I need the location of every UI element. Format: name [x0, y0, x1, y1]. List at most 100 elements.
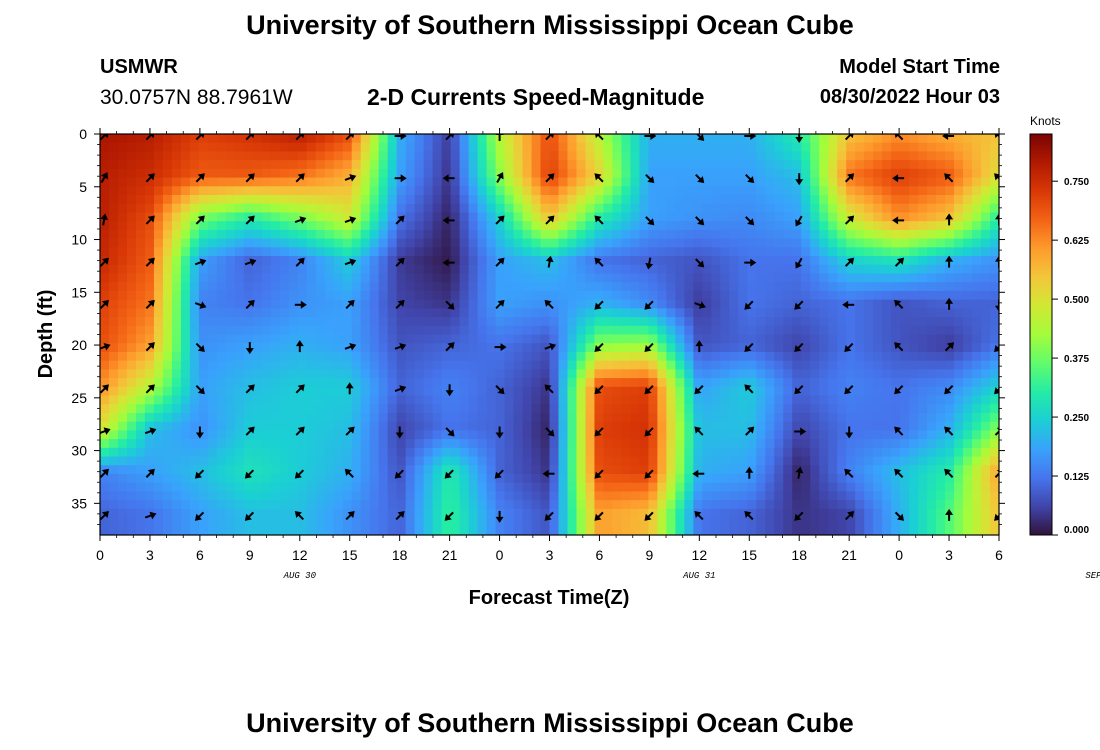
heatmap-cell: [828, 456, 838, 466]
heatmap-cell: [144, 526, 155, 535]
heatmap-cell: [279, 256, 290, 266]
heatmap-cell: [837, 177, 847, 187]
heatmap-cell: [324, 369, 335, 379]
heatmap-cell: [306, 247, 317, 257]
heatmap-cell: [567, 491, 578, 501]
heatmap-cell: [171, 177, 182, 187]
heatmap-cell: [558, 186, 569, 196]
heatmap-cell: [693, 473, 703, 484]
heatmap-cell: [882, 404, 892, 414]
heatmap-cell: [945, 168, 955, 179]
heatmap-cell: [945, 421, 955, 431]
heatmap-cell: [531, 412, 542, 423]
heatmap-cell: [864, 482, 874, 493]
heatmap-cell: [396, 351, 407, 362]
heatmap-cell: [180, 273, 191, 283]
heatmap-cell: [891, 273, 901, 283]
heatmap-cell: [828, 273, 838, 283]
heatmap-cell: [270, 177, 281, 187]
heatmap-cell: [630, 343, 640, 353]
current-arrow: [942, 134, 955, 140]
heatmap-cell: [279, 212, 290, 222]
model-start-label: Model Start Time: [839, 56, 1000, 78]
heatmap-cell: [414, 282, 425, 292]
heatmap-cell: [684, 221, 694, 231]
heatmap-cell: [171, 317, 182, 327]
heatmap-cell: [864, 395, 874, 405]
y-tick-label: 20: [71, 337, 87, 353]
heatmap-cell: [900, 517, 910, 527]
heatmap-cell: [216, 369, 227, 379]
heatmap-cell: [477, 369, 488, 379]
heatmap-cell: [486, 473, 497, 484]
heatmap-cell: [477, 412, 488, 423]
heatmap-cell: [792, 456, 802, 466]
heatmap-cell: [369, 186, 380, 196]
heatmap-cell: [522, 160, 533, 170]
heatmap-cell: [891, 238, 901, 248]
heatmap-cell: [576, 290, 587, 301]
heatmap-cell: [918, 203, 928, 214]
heatmap-cell: [945, 186, 955, 196]
heatmap-cell: [594, 325, 605, 336]
heatmap-cell: [351, 308, 362, 318]
heatmap-cell: [675, 421, 685, 431]
heatmap-cell: [549, 142, 560, 153]
heatmap-cell: [882, 378, 892, 388]
heatmap-cell: [234, 290, 245, 301]
heatmap-cell: [414, 142, 425, 153]
heatmap-cell: [774, 517, 784, 527]
heatmap-cell: [909, 491, 919, 501]
heatmap-cell: [414, 395, 425, 405]
heatmap-cell: [891, 456, 901, 466]
heatmap-cell: [747, 195, 757, 205]
heatmap-cell: [729, 378, 739, 388]
heatmap-cell: [162, 369, 173, 379]
heatmap-cell: [144, 412, 155, 423]
heatmap-cell: [450, 517, 461, 527]
heatmap-cell: [675, 247, 685, 257]
heatmap-cell: [531, 212, 542, 222]
heatmap-cell: [261, 151, 272, 161]
heatmap-cell: [135, 317, 146, 327]
heatmap-cell: [504, 134, 515, 144]
heatmap-cell: [954, 369, 964, 379]
heatmap-cell: [270, 256, 281, 266]
heatmap-cell: [243, 378, 254, 388]
heatmap-cell: [612, 212, 623, 222]
heatmap-cell: [207, 395, 218, 405]
y-tick-label: 10: [71, 232, 87, 248]
heatmap-cell: [468, 508, 479, 519]
heatmap-cell: [558, 195, 569, 205]
heatmap-cell: [675, 264, 685, 275]
heatmap-cell: [909, 299, 919, 309]
heatmap-cell: [513, 412, 524, 423]
heatmap-cell: [765, 491, 775, 501]
heatmap-cell: [927, 282, 937, 292]
heatmap-cell: [288, 500, 299, 510]
heatmap-cell: [432, 160, 443, 170]
heatmap-cell: [414, 517, 425, 527]
heatmap-cell: [126, 456, 137, 466]
heatmap-cell: [603, 221, 614, 231]
heatmap-cell: [576, 404, 587, 414]
heatmap-cell: [198, 203, 209, 214]
heatmap-cell: [306, 308, 317, 318]
heatmap-cell: [612, 430, 623, 440]
heatmap-cell: [990, 351, 999, 362]
heatmap-cell: [243, 500, 254, 510]
heatmap-cell: [756, 142, 766, 153]
heatmap-cell: [126, 151, 137, 161]
heatmap-cell: [693, 195, 703, 205]
heatmap-cell: [504, 282, 515, 292]
heatmap-cell: [234, 456, 245, 466]
heatmap-cell: [297, 247, 308, 257]
current-arrow: [100, 468, 109, 478]
heatmap-cell: [252, 456, 263, 466]
heatmap-cell: [324, 386, 335, 397]
heatmap-cell: [576, 360, 587, 370]
heatmap-cell: [369, 465, 380, 475]
heatmap-cell: [684, 482, 694, 493]
heatmap-cell: [684, 404, 694, 414]
heatmap-cell: [801, 299, 811, 309]
